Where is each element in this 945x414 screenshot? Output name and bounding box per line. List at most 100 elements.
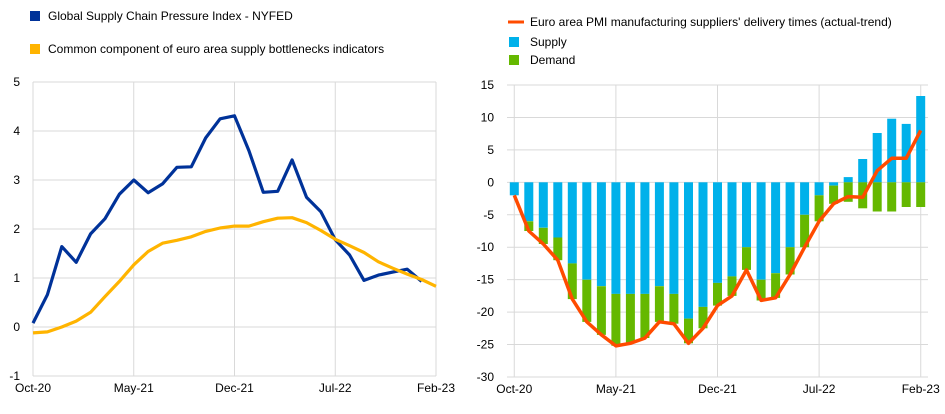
right-y-tick-label: -15 [477,273,495,287]
left-x-tick-label: Oct-20 [15,381,51,395]
legend-label-nyfed: Global Supply Chain Pressure Index - NYF… [48,9,293,23]
demand-bar [800,214,810,248]
right-chart: Euro area PMI manufacturing suppliers' d… [477,15,940,396]
pmi-delivery-times-line [512,129,923,348]
supply-bar [829,182,839,186]
supply-bar [785,182,795,248]
right-y-tick-label: -25 [477,338,495,352]
demand-bar [524,221,534,231]
demand-bar [582,279,592,322]
right-bars [509,96,926,346]
demand-bar [872,182,882,212]
supply-bar [524,182,534,222]
left-y-axis: -1 0 1 2 3 4 5 [9,75,20,383]
left-y-tick-label: -1 [9,369,20,383]
legend-label-demand: Demand [530,53,575,67]
right-x-axis: Oct-20 May-21 Dec-21 Jul-22 Feb-23 [496,382,940,396]
left-series-lines [31,114,437,335]
right-y-tick-label: 10 [481,110,495,124]
supply-bar [538,182,548,228]
demand-bar [887,182,897,212]
legend-label-common-component: Common component of euro area supply bot… [48,42,384,56]
right-y-tick-label: 0 [487,175,494,189]
demand-bar [829,185,839,204]
supply-bar [872,133,882,183]
left-y-tick-label: 4 [13,124,20,138]
demand-bar [596,286,606,335]
left-chart: Global Supply Chain Pressure Index - NYF… [9,9,455,395]
left-y-tick-label: 3 [13,173,20,187]
left-gridlines [32,81,437,377]
right-legend: Euro area PMI manufacturing suppliers' d… [508,15,892,67]
demand-bar [713,282,722,306]
demand-bar [625,293,635,344]
demand-bar [771,273,781,298]
demand-bar [916,182,926,207]
right-y-axis: 15 10 5 0 -5 -10 -15 -20 -25 -30 [477,78,495,384]
right-y-tick-label: 15 [481,78,495,92]
legend-label-pmi: Euro area PMI manufacturing suppliers' d… [530,15,892,29]
demand-bar [684,318,693,344]
demand-bar [640,293,650,338]
demand-bar [553,237,563,261]
left-y-tick-label: 2 [13,222,20,236]
supply-bar [553,182,563,238]
demand-bar [654,286,664,322]
right-y-tick-label: -30 [477,370,495,384]
demand-bar [901,182,911,207]
legend-swatch-supply [509,37,519,47]
right-x-tick-label: Feb-23 [902,382,940,396]
supply-bar [654,182,664,287]
demand-bar [814,195,824,222]
right-series-line [512,129,923,348]
demand-bar [843,182,853,202]
right-x-tick-label: May-21 [596,382,636,396]
supply-bar [713,182,722,283]
supply-bar [669,182,679,294]
left-x-tick-label: May-21 [114,381,154,395]
right-y-tick-label: 5 [487,143,494,157]
supply-bar [509,182,519,196]
demand-bar [538,227,548,244]
supply-bar [625,182,635,294]
supply-bar [771,182,781,274]
demand-bar [611,293,621,346]
supply-bar [887,118,897,183]
legend-label-supply: Supply [530,35,567,49]
right-x-tick-label: Dec-21 [698,382,737,396]
demand-bar [669,293,679,324]
left-x-tick-label: Jul-22 [319,381,352,395]
demand-bar [785,247,795,275]
supply-bar [843,177,853,183]
demand-bar [567,263,577,300]
demand-bar [742,247,751,270]
left-x-tick-label: Dec-21 [215,381,254,395]
supply-bar [611,182,621,294]
supply-bar [698,182,708,307]
left-x-axis: Oct-20 May-21 Dec-21 Jul-22 Feb-23 [15,381,455,395]
left-legend: Global Supply Chain Pressure Index - NYF… [30,9,384,56]
supply-bar [684,182,693,319]
left-y-tick-label: 1 [13,271,20,285]
right-y-tick-label: -5 [483,208,494,222]
supply-bar [596,182,606,287]
legend-swatch-nyfed [30,11,40,21]
supply-bar [640,182,650,294]
demand-bar [698,306,708,329]
supply-bar [756,182,766,280]
right-y-tick-label: -20 [477,305,495,319]
supply-bar [727,182,737,277]
supply-bar [567,182,577,264]
right-y-tick-label: -10 [477,240,495,254]
supply-bar [916,96,926,183]
supply-bar [800,182,810,215]
demand-bar [727,276,737,296]
supply-bar [901,123,911,183]
left-series-line-0 [31,114,423,324]
supply-bar [858,159,868,183]
supply-bar [582,182,592,280]
legend-swatch-demand [509,55,519,65]
left-y-tick-label: 0 [13,320,20,334]
left-y-tick-label: 5 [13,75,20,89]
